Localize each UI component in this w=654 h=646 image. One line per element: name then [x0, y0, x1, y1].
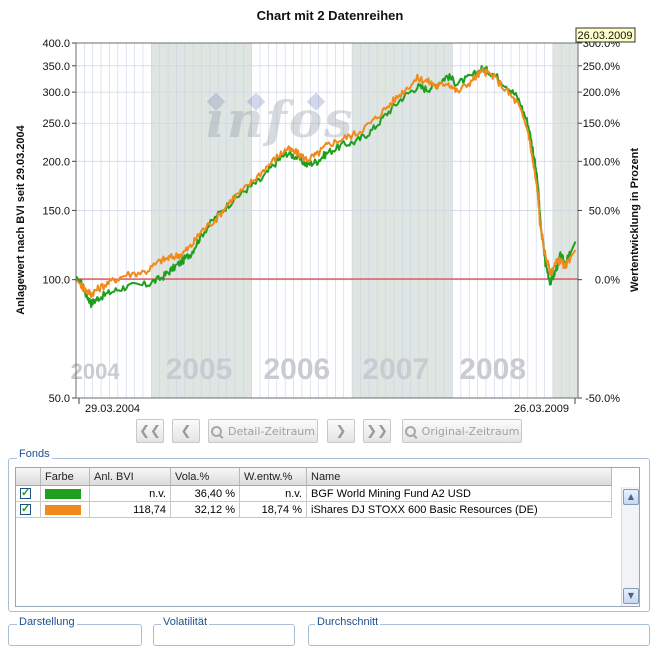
left-axis-ticks: 400.0 350.0 300.0 250.0 200.0 150.0 100.0 50.0: [42, 38, 76, 405]
chevron-left-icon: ❮: [180, 423, 192, 439]
magnifier-icon: [211, 425, 222, 437]
watermark-text: infos: [206, 90, 354, 149]
anl-bvi-cell: 118,74: [89, 501, 171, 518]
fonds-group-title: Fonds: [17, 448, 52, 460]
scroll-down-button[interactable]: ▼: [623, 588, 639, 604]
series-line-2: [75, 67, 577, 299]
right-tick-label: 200.0%: [583, 87, 621, 99]
select-column-header[interactable]: [16, 468, 41, 486]
chart-title: Chart mit 2 Datenreihen: [257, 8, 404, 23]
vertical-scrollbar[interactable]: ▲ ▼: [621, 487, 639, 606]
column-header-color[interactable]: Farbe: [40, 468, 90, 486]
year-label: 2006: [264, 353, 331, 386]
darstellung-title: Darstellung: [17, 616, 77, 628]
year-label: 2007: [362, 353, 429, 386]
left-tick-label: 100.0: [42, 275, 70, 287]
left-tick-label: 50.0: [49, 393, 70, 405]
right-tick-label: 50.0%: [589, 205, 620, 217]
double-chevron-right-icon: ❯❯: [366, 423, 388, 439]
table-row[interactable]: n.v. 36,40 % n.v. BGF World Mining Fund …: [16, 485, 612, 502]
year-label: 2004: [71, 359, 121, 384]
row-checkbox[interactable]: [20, 502, 31, 516]
cursor-date-label: 26.03.2009: [577, 30, 632, 42]
previous-period-button[interactable]: ❮: [172, 419, 200, 443]
fund-name-cell: BGF World Mining Fund A2 USD: [306, 485, 612, 502]
left-axis-label: Anlagewert nach BVI seit 29.03.2004: [15, 124, 27, 314]
left-tick-label: 400.0: [42, 38, 70, 50]
first-period-button[interactable]: ❮❮: [136, 419, 164, 443]
color-swatch: [45, 504, 81, 515]
chevron-right-icon: ❯: [335, 423, 347, 439]
right-tick-label: 150.0%: [583, 118, 621, 130]
vola-cell: 36,40 %: [170, 485, 240, 502]
detail-period-button[interactable]: Detail-Zeitraum: [208, 419, 318, 443]
line-chart: Chart mit 2 Datenreihen 2004 2005 2006 2007…: [15, 8, 641, 415]
shaded-year-band: [552, 43, 578, 398]
plot-frame: [75, 42, 579, 399]
cursor-date-box: [575, 27, 636, 43]
right-axis-ticks: 300.0%250.0%200.0%150.0%100.0%50.0%0.0%-…: [578, 38, 620, 405]
left-tick-label: 200.0: [42, 156, 70, 168]
x-start-label: 29.03.2004: [85, 403, 140, 415]
watermark-logo: infos: [206, 90, 354, 149]
right-tick-label: -50.0%: [585, 393, 620, 405]
next-period-button[interactable]: ❯: [327, 419, 355, 443]
fonds-table: Farbe Anl. BVI Vola.% W.entw.% Name n.v.…: [15, 467, 640, 607]
right-tick-label: 250.0%: [583, 61, 621, 73]
fonds-group: [8, 458, 650, 612]
left-tick-label: 150.0: [42, 205, 70, 217]
year-labels: 2004 2005 2006 2007 2008: [71, 353, 526, 386]
detail-period-label: Detail-Zeitraum: [228, 424, 315, 438]
left-tick-label: 350.0: [42, 61, 70, 73]
scroll-up-button[interactable]: ▲: [623, 489, 639, 505]
table-header-row: Farbe Anl. BVI Vola.% W.entw.% Name: [16, 468, 612, 486]
column-header-wentw[interactable]: W.entw.%: [239, 468, 307, 486]
column-header-vola[interactable]: Vola.%: [170, 468, 240, 486]
wentw-cell: n.v.: [239, 485, 307, 502]
last-period-button[interactable]: ❯❯: [363, 419, 391, 443]
left-tick-label: 300.0: [42, 87, 70, 99]
series-lines: [75, 65, 577, 309]
column-header-name[interactable]: Name: [306, 468, 612, 486]
table-row[interactable]: 118,74 32,12 % 18,74 % iShares DJ STOXX …: [16, 501, 612, 518]
right-axis-label: Wertentwicklung in Prozent: [629, 148, 641, 292]
fund-name-cell: iShares DJ STOXX 600 Basic Resources (DE…: [306, 501, 612, 518]
volatilitaet-title: Volatilität: [161, 616, 210, 628]
year-label: 2005: [166, 353, 233, 386]
anl-bvi-cell: n.v.: [89, 485, 171, 502]
x-end-label: 26.03.2009: [514, 403, 569, 415]
left-tick-label: 250.0: [42, 118, 70, 130]
original-period-button[interactable]: Original-Zeitraum: [402, 419, 522, 443]
year-label: 2008: [459, 353, 526, 386]
original-period-label: Original-Zeitraum: [421, 424, 520, 438]
color-swatch: [45, 488, 81, 499]
right-tick-label: 100.0%: [583, 156, 621, 168]
wentw-cell: 18,74 %: [239, 501, 307, 518]
double-chevron-left-icon: ❮❮: [139, 423, 161, 439]
vola-cell: 32,12 %: [170, 501, 240, 518]
magnifier-icon: [404, 425, 416, 437]
right-tick-label: 0.0%: [595, 275, 620, 287]
column-header-anl-bvi[interactable]: Anl. BVI: [89, 468, 171, 486]
durchschnitt-title: Durchschnitt: [315, 616, 381, 628]
row-checkbox[interactable]: [20, 486, 31, 500]
